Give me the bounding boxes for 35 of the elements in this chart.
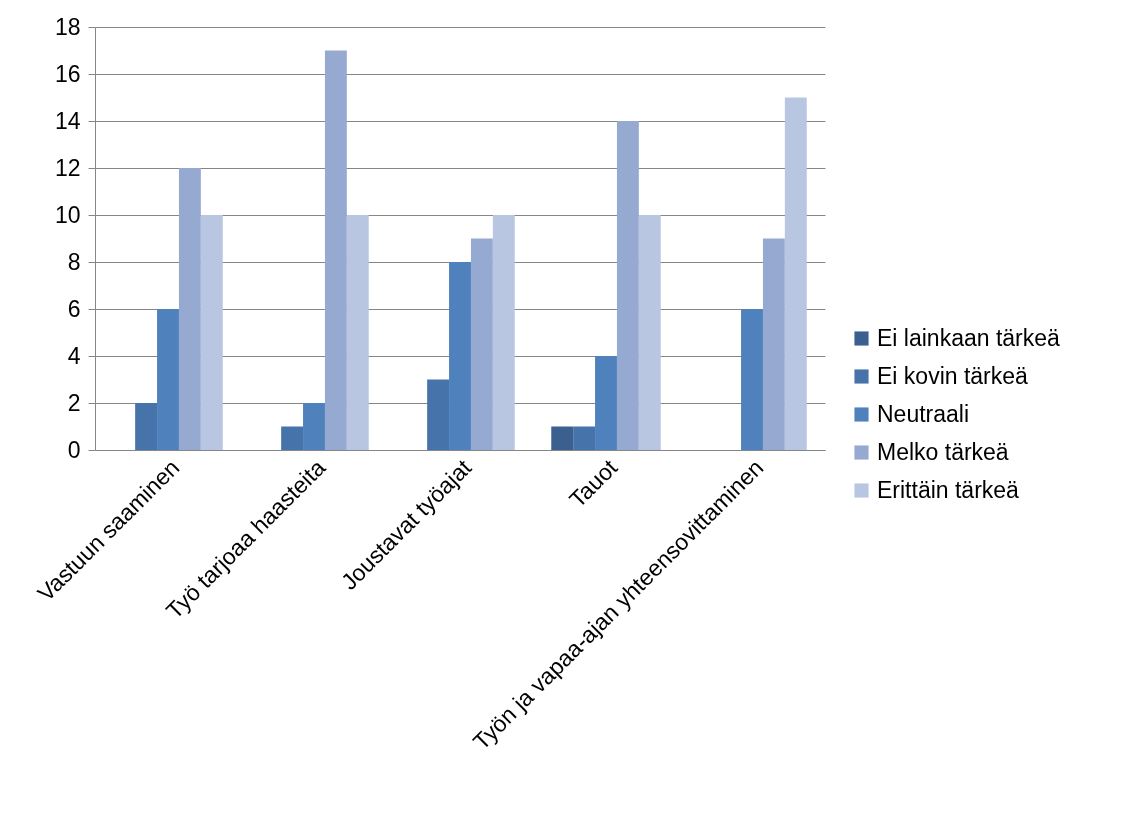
bar bbox=[551, 426, 574, 450]
bar bbox=[492, 215, 515, 450]
bar bbox=[638, 215, 661, 450]
bar bbox=[470, 238, 493, 450]
legend-label: Erittäin tärkeä bbox=[877, 476, 1020, 503]
y-tick-label: 4 bbox=[67, 342, 81, 369]
bar bbox=[449, 262, 471, 450]
y-tick-label: 10 bbox=[54, 201, 81, 228]
bar bbox=[200, 215, 223, 450]
legend-label: Ei kovin tärkeä bbox=[877, 362, 1029, 389]
bar bbox=[281, 426, 304, 450]
y-tick-label: 0 bbox=[67, 436, 81, 463]
bar bbox=[573, 426, 596, 450]
bar bbox=[303, 403, 325, 450]
legend-label: Melko tärkeä bbox=[877, 438, 1009, 465]
legend-label: Neutraali bbox=[877, 400, 970, 427]
bar bbox=[595, 356, 617, 450]
bar bbox=[324, 50, 347, 450]
y-tick-label: 6 bbox=[67, 295, 81, 322]
y-tick-label: 14 bbox=[54, 107, 81, 134]
bar bbox=[784, 97, 807, 450]
y-tick-label: 12 bbox=[54, 154, 81, 181]
bar bbox=[346, 215, 369, 450]
y-tick-label: 16 bbox=[54, 60, 81, 87]
bar bbox=[135, 403, 158, 450]
legend-label: Ei lainkaan tärkeä bbox=[877, 324, 1061, 351]
bar bbox=[178, 168, 201, 450]
y-tick-label: 2 bbox=[67, 389, 81, 416]
bar bbox=[157, 309, 179, 450]
bar bbox=[762, 238, 785, 450]
bar bbox=[616, 121, 639, 450]
y-tick-label: 18 bbox=[54, 13, 81, 40]
bar bbox=[741, 309, 763, 450]
bar bbox=[427, 379, 450, 450]
y-tick-label: 8 bbox=[67, 248, 81, 275]
